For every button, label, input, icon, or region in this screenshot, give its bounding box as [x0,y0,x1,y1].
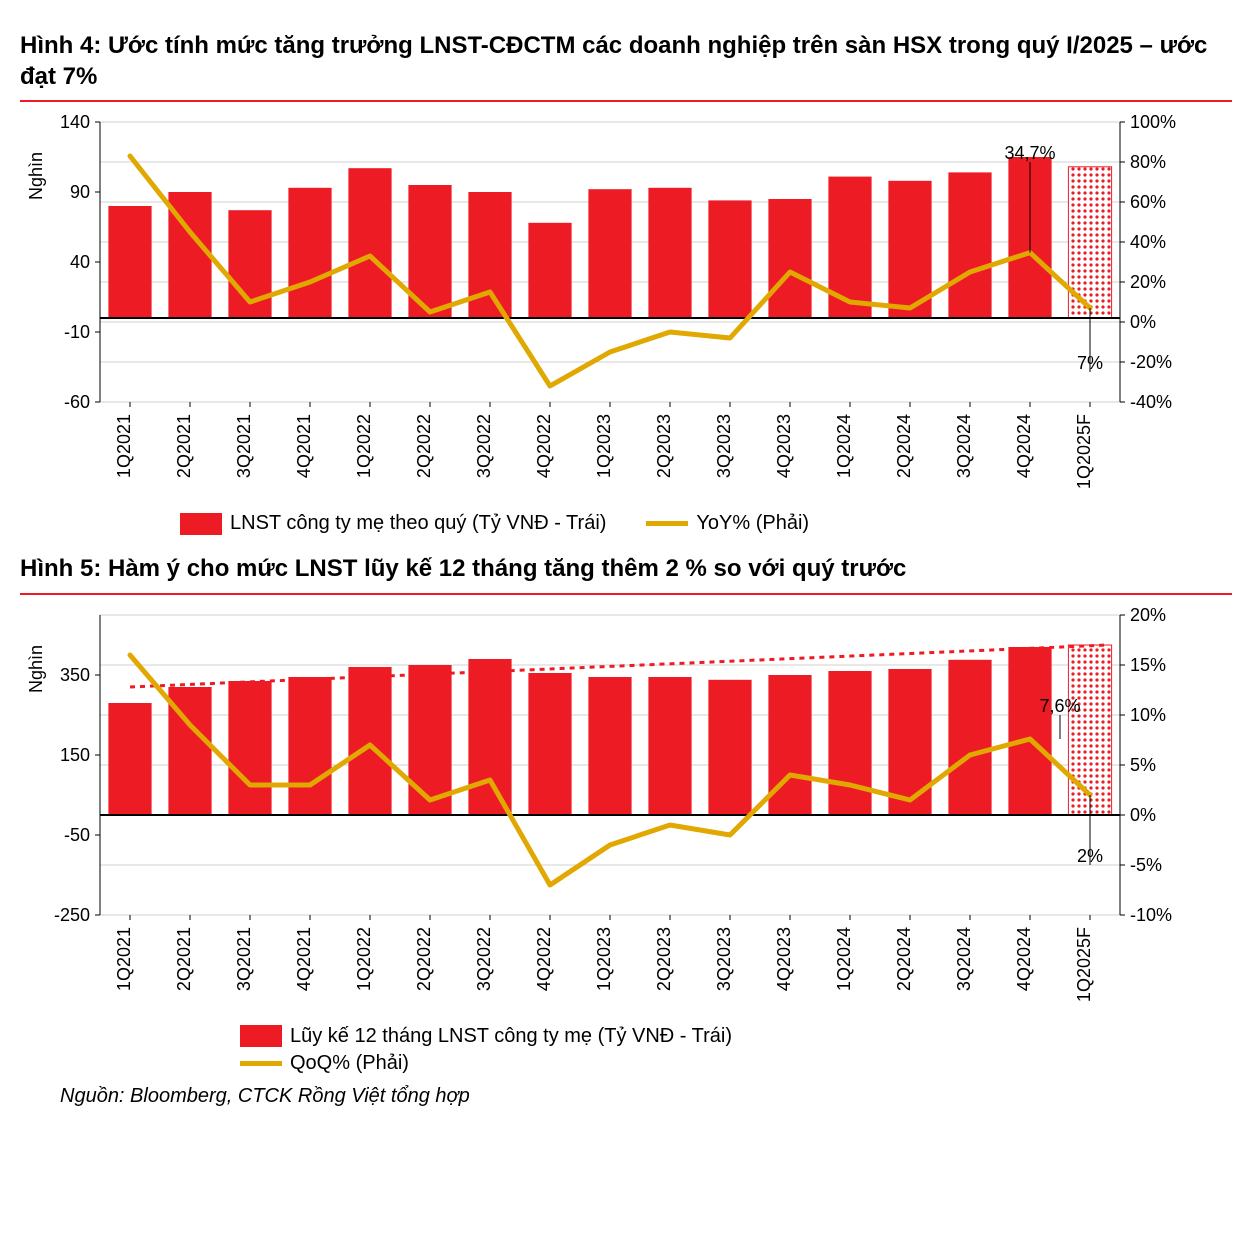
svg-text:-40%: -40% [1130,392,1172,412]
svg-text:3Q2023: 3Q2023 [714,927,734,991]
svg-text:4Q2022: 4Q2022 [534,414,554,478]
svg-text:-5%: -5% [1130,855,1162,875]
svg-text:1Q2023: 1Q2023 [594,927,614,991]
svg-text:60%: 60% [1130,192,1166,212]
svg-text:3Q2021: 3Q2021 [234,927,254,991]
svg-text:1Q2022: 1Q2022 [354,927,374,991]
svg-text:4Q2023: 4Q2023 [774,927,794,991]
svg-text:0%: 0% [1130,312,1156,332]
svg-text:10%: 10% [1130,705,1166,725]
svg-text:40%: 40% [1130,232,1166,252]
chart1-divider [20,100,1232,102]
line-swatch-icon [646,521,688,526]
chart2-legend-bar-label: Lũy kế 12 tháng LNST công ty mẹ (Tỷ VNĐ … [290,1025,732,1048]
svg-text:40: 40 [70,252,90,272]
svg-text:100%: 100% [1130,112,1176,132]
svg-text:140: 140 [60,112,90,132]
svg-text:3Q2022: 3Q2022 [474,414,494,478]
bar-swatch-icon [180,513,222,535]
chart1-legend-bar: LNST công ty mẹ theo quý (Tỷ VNĐ - Trái) [180,512,606,535]
svg-text:3Q2021: 3Q2021 [234,414,254,478]
svg-text:1Q2025F: 1Q2025F [1074,927,1094,1002]
svg-text:3Q2024: 3Q2024 [954,414,974,478]
svg-text:1Q2024: 1Q2024 [834,414,854,478]
svg-text:Nghìn: Nghìn [26,645,46,693]
chart1-legend-bar-label: LNST công ty mẹ theo quý (Tỷ VNĐ - Trái) [230,512,606,535]
svg-text:2Q2024: 2Q2024 [894,927,914,991]
svg-text:-20%: -20% [1130,352,1172,372]
svg-text:-50: -50 [64,825,90,845]
chart2-plot: -250 -50 150 350 Nghìn -10% -5% 0% 5% 10% 15% 20% 1Q… [20,605,1232,1005]
svg-text:34,7%: 34,7% [1004,143,1055,163]
svg-text:15%: 15% [1130,655,1166,675]
svg-text:3Q2023: 3Q2023 [714,414,734,478]
chart1-legend: LNST công ty mẹ theo quý (Tỷ VNĐ - Trái)… [20,512,1232,535]
svg-text:-250: -250 [54,905,90,925]
chart2-legend: Lũy kế 12 tháng LNST công ty mẹ (Tỷ VNĐ … [20,1025,1232,1075]
svg-text:2Q2021: 2Q2021 [174,414,194,478]
svg-text:4Q2021: 4Q2021 [294,927,314,991]
svg-text:3Q2022: 3Q2022 [474,927,494,991]
chart2-divider [20,593,1232,595]
svg-text:4Q2024: 4Q2024 [1014,414,1034,478]
svg-text:Nghìn: Nghìn [26,152,46,200]
chart2-title: Hình 5: Hàm ý cho mức LNST lũy kế 12 thá… [20,553,1232,584]
svg-text:3Q2024: 3Q2024 [954,927,974,991]
svg-text:4Q2022: 4Q2022 [534,927,554,991]
chart2-legend-bar: Lũy kế 12 tháng LNST công ty mẹ (Tỷ VNĐ … [240,1025,732,1048]
svg-text:-10: -10 [64,322,90,342]
svg-text:1Q2023: 1Q2023 [594,414,614,478]
chart1-legend-line-label: YoY% (Phải) [696,512,809,535]
svg-text:1Q2021: 1Q2021 [114,414,134,478]
svg-text:20%: 20% [1130,605,1166,625]
svg-text:150: 150 [60,745,90,765]
svg-text:1Q2025F: 1Q2025F [1074,414,1094,489]
source-text: Nguồn: Bloomberg, CTCK Rồng Việt tổng hợ… [20,1085,1232,1108]
svg-text:80%: 80% [1130,152,1166,172]
svg-text:4Q2023: 4Q2023 [774,414,794,478]
chart1-legend-line: YoY% (Phải) [646,512,809,535]
svg-text:4Q2021: 4Q2021 [294,414,314,478]
svg-text:2Q2023: 2Q2023 [654,927,674,991]
svg-text:2%: 2% [1077,846,1103,866]
chart1-title: Hình 4: Ước tính mức tăng trưởng LNST-CĐ… [20,30,1232,92]
svg-text:350: 350 [60,665,90,685]
chart2-legend-line: QoQ% (Phải) [240,1052,409,1075]
svg-text:2Q2021: 2Q2021 [174,927,194,991]
svg-text:20%: 20% [1130,272,1166,292]
svg-text:90: 90 [70,182,90,202]
svg-text:5%: 5% [1130,755,1156,775]
svg-text:1Q2021: 1Q2021 [114,927,134,991]
svg-text:1Q2022: 1Q2022 [354,414,374,478]
chart2-legend-line-label: QoQ% (Phải) [290,1052,409,1075]
line-swatch-icon [240,1061,282,1066]
svg-text:-60: -60 [64,392,90,412]
svg-text:7%: 7% [1077,353,1103,373]
bar-swatch-icon [240,1025,282,1047]
svg-text:2Q2022: 2Q2022 [414,414,434,478]
svg-text:2Q2022: 2Q2022 [414,927,434,991]
svg-text:7,6%: 7,6% [1039,696,1080,716]
svg-text:1Q2024: 1Q2024 [834,927,854,991]
svg-text:2Q2024: 2Q2024 [894,414,914,478]
svg-text:4Q2024: 4Q2024 [1014,927,1034,991]
chart1-plot: -60 -10 40 90 140 Nghìn -40% -20% 0% 20% 40% 60% 80%… [20,112,1232,492]
svg-text:0%: 0% [1130,805,1156,825]
svg-text:-10%: -10% [1130,905,1172,925]
svg-text:2Q2023: 2Q2023 [654,414,674,478]
